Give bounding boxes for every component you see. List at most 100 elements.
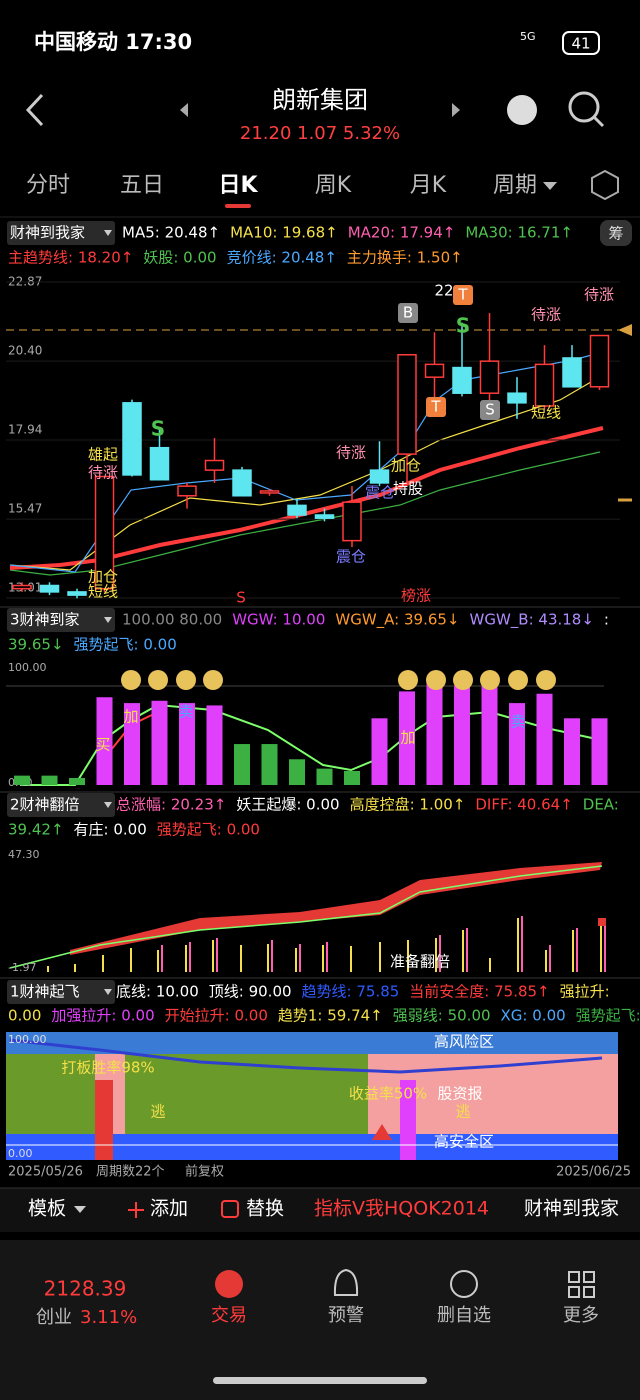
bar bbox=[564, 718, 580, 785]
price-tick-label: 20.40 bbox=[8, 344, 42, 358]
annotation: S bbox=[485, 401, 495, 419]
candle-body bbox=[479, 360, 500, 394]
nav-item[interactable]: 删自选 bbox=[437, 1305, 491, 1326]
indicator-value: 强势起飞: 0 bbox=[576, 1007, 640, 1025]
indicator-value: 妖股: 0.00 bbox=[143, 249, 216, 267]
indicator-value: 39.65↓ bbox=[8, 636, 64, 654]
indicator-tag[interactable] bbox=[7, 980, 115, 1004]
dropdown bbox=[104, 230, 112, 236]
indicator-value: 100.00 80.00 bbox=[122, 611, 222, 629]
zone-label: 股资报 bbox=[437, 1085, 482, 1103]
indicator-value: 高度控盘: 1.00↑ bbox=[350, 796, 466, 814]
dropdown bbox=[104, 989, 112, 995]
indicator-value: 39.42↑ bbox=[8, 821, 64, 839]
prev[interactable] bbox=[180, 103, 188, 117]
settings[interactable] bbox=[591, 169, 619, 201]
bar bbox=[96, 697, 113, 785]
zone-label: 逃 bbox=[150, 1103, 165, 1121]
tab[interactable]: 日K bbox=[218, 173, 258, 198]
back[interactable] bbox=[25, 93, 44, 127]
bar bbox=[124, 703, 140, 785]
signal-label: 准备翻倍 bbox=[390, 953, 450, 971]
money-bag bbox=[398, 670, 418, 690]
indicator-value: WGW: 10.00 bbox=[232, 611, 325, 629]
toolbar-item[interactable]: 添加 bbox=[150, 1198, 188, 1220]
indicator-value: 主力换手: 1.50↑ bbox=[347, 249, 463, 267]
annotation: 22 bbox=[434, 282, 453, 300]
annotation: 榜涨 bbox=[401, 587, 431, 605]
indicator-value: 顶线: 90.00 bbox=[209, 983, 292, 1001]
price-tick-label: 15.47 bbox=[8, 502, 42, 516]
tab[interactable]: 周K bbox=[315, 173, 352, 198]
signal-box bbox=[453, 285, 473, 305]
tab[interactable]: 分时 bbox=[26, 173, 70, 198]
money-bag bbox=[453, 670, 473, 690]
marker bbox=[598, 918, 606, 926]
indicator-value: XG: 0.00 bbox=[501, 1007, 566, 1025]
trade-icon bbox=[215, 1270, 243, 1298]
toolbar-item[interactable]: 替换 bbox=[246, 1198, 284, 1220]
indicator-tag[interactable] bbox=[7, 608, 115, 632]
search[interactable] bbox=[568, 91, 600, 123]
toolbar-bg bbox=[0, 1188, 640, 1232]
next[interactable] bbox=[452, 103, 460, 117]
bar bbox=[14, 775, 30, 785]
bar bbox=[179, 703, 195, 785]
candle-body bbox=[397, 354, 417, 455]
battery-level: 41 bbox=[571, 35, 590, 53]
tab[interactable]: 月K bbox=[410, 173, 447, 198]
panel-tick-label: 100.00 bbox=[8, 661, 47, 674]
dropdown bbox=[104, 617, 112, 623]
battery bbox=[562, 31, 600, 55]
annotation: T bbox=[430, 398, 441, 416]
tab[interactable]: 五日 bbox=[120, 173, 164, 198]
zone-label: 逃 bbox=[455, 1103, 470, 1121]
indicator-tag[interactable] bbox=[7, 793, 115, 817]
avatar[interactable] bbox=[507, 95, 537, 125]
bar bbox=[206, 705, 223, 785]
candle-body bbox=[452, 366, 472, 394]
bar bbox=[426, 679, 443, 785]
candle-body bbox=[342, 501, 362, 542]
candle-body bbox=[232, 469, 252, 497]
nav-item[interactable]: 更多 bbox=[563, 1305, 599, 1326]
money-bag bbox=[203, 670, 223, 690]
indicator-value: 强势起飞: 0.00 bbox=[157, 821, 260, 839]
adjust: 前复权 bbox=[185, 1164, 224, 1180]
indicator-value: 强势起飞: 0.00 bbox=[74, 636, 177, 654]
bar bbox=[316, 768, 333, 785]
stock-name: 朗新集团 bbox=[272, 86, 368, 114]
dropdown bbox=[74, 1206, 86, 1213]
indicator-value: DEA: bbox=[583, 796, 619, 814]
annotation: B bbox=[403, 304, 413, 322]
nav-item[interactable]: 预警 bbox=[328, 1305, 364, 1326]
indicator-name: 3财神到家 bbox=[10, 611, 80, 629]
bar bbox=[344, 770, 360, 785]
toolbar-item[interactable]: 模板 bbox=[28, 1198, 66, 1220]
bar bbox=[69, 777, 85, 785]
nav-item[interactable]: 交易 bbox=[211, 1305, 247, 1326]
money-bag bbox=[148, 670, 168, 690]
indicator-value: MA30: 16.71↑ bbox=[465, 224, 573, 242]
nav-bg bbox=[0, 1240, 640, 1400]
indicator-value: 竞价线: 20.48↑ bbox=[227, 249, 337, 267]
indicator-value: 有庄: 0.00 bbox=[74, 821, 147, 839]
tab[interactable]: 周期 bbox=[493, 173, 537, 198]
candle-body bbox=[12, 584, 32, 590]
chip-button[interactable] bbox=[600, 220, 632, 246]
annotation: 加仓 bbox=[88, 568, 118, 586]
indicator-tag[interactable] bbox=[7, 221, 115, 245]
toolbar-item[interactable]: 指标V我HQOK2014 bbox=[314, 1198, 489, 1220]
zone-pink bbox=[368, 1054, 532, 1134]
index-value: 2128.39 bbox=[44, 1277, 127, 1301]
annotation: 加仓 bbox=[391, 457, 421, 475]
signal-box bbox=[480, 400, 500, 420]
annotation: 待涨 bbox=[336, 444, 366, 462]
indicator-value: 总涨幅: 20.23↑ bbox=[116, 796, 226, 814]
toolbar-item[interactable]: 财神到我家 bbox=[524, 1198, 619, 1220]
indicator-value: MA20: 17.94↑ bbox=[348, 224, 456, 242]
indicator-value: 底线: 10.00 bbox=[116, 983, 199, 1001]
indicator-value: 趋势1: 59.74↑ bbox=[278, 1007, 383, 1025]
candle-body bbox=[94, 475, 115, 590]
indicator-name: 1财神起飞 bbox=[10, 983, 80, 1001]
